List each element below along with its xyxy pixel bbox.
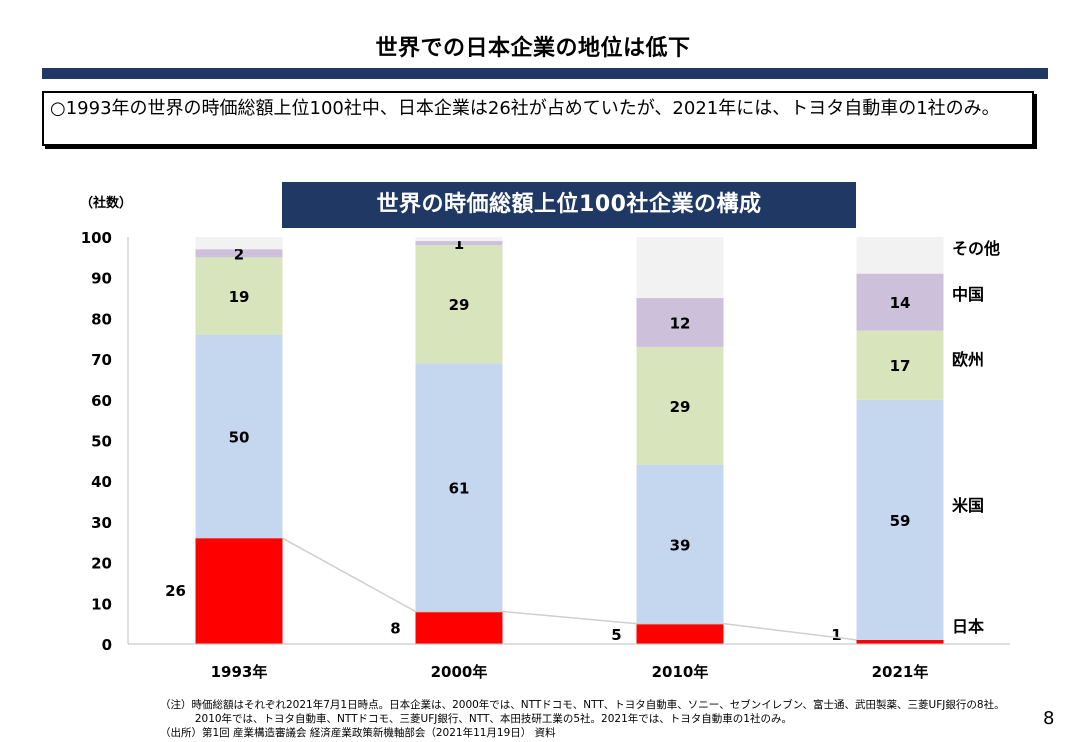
footnote-line: 2010年では、トヨタ自動車、NTTドコモ、三菱UFJ銀行、NTT、本田技研工業… xyxy=(160,713,792,725)
legend-label: 中国 xyxy=(952,285,984,304)
data-label: 29 xyxy=(449,296,470,314)
x-tick-label: 1993年 xyxy=(211,663,268,681)
data-label: 19 xyxy=(229,288,250,306)
data-label: 39 xyxy=(670,536,691,554)
data-label: 12 xyxy=(670,314,691,332)
data-label: 8 xyxy=(390,620,400,638)
x-tick-label: 2000年 xyxy=(431,663,488,681)
data-label: 14 xyxy=(890,294,911,312)
y-tick-label: 0 xyxy=(102,636,112,654)
y-tick-label: 90 xyxy=(91,270,112,288)
chart-title: 世界の時価総額上位100社企業の構成 xyxy=(282,182,856,228)
page-number: 8 xyxy=(1043,708,1055,729)
data-label: 17 xyxy=(890,357,911,375)
bar-segment xyxy=(636,623,724,644)
footnote-line: （注）時価総額はそれぞれ2021年7月1日時点。日本企業は、2000年では、NT… xyxy=(160,699,1005,711)
bar-segment xyxy=(636,298,724,347)
y-tick-label: 10 xyxy=(91,595,112,613)
bar-segment xyxy=(195,538,283,644)
data-label: 1 xyxy=(454,235,464,253)
bar-segment xyxy=(636,464,724,624)
data-label: 1 xyxy=(831,626,841,644)
data-label: 29 xyxy=(670,398,691,416)
bar-segment xyxy=(415,245,503,364)
bar-segment xyxy=(415,363,503,612)
bar-segment xyxy=(415,241,503,246)
bar-segment xyxy=(636,237,724,299)
footnotes: （注）時価総額はそれぞれ2021年7月1日時点。日本企業は、2000年では、NT… xyxy=(160,698,1005,740)
data-label: 26 xyxy=(165,582,186,600)
data-label: 5 xyxy=(611,626,621,644)
bar-segment xyxy=(415,237,503,242)
data-label: 2 xyxy=(234,245,244,263)
bar-segment xyxy=(856,399,944,640)
bar-segment xyxy=(195,334,283,539)
bar-segment xyxy=(856,330,944,400)
y-tick-label: 70 xyxy=(91,351,112,369)
y-tick-label: 50 xyxy=(91,433,112,451)
y-tick-label: 40 xyxy=(91,473,112,491)
y-tick-label: 20 xyxy=(91,555,112,573)
x-tick-label: 2010年 xyxy=(652,663,709,681)
bar-segment xyxy=(195,257,283,335)
data-label: 59 xyxy=(890,512,911,530)
data-label: 50 xyxy=(229,428,250,446)
legend-label: 米国 xyxy=(952,496,984,515)
bar-segment xyxy=(415,611,503,644)
y-tick-label: 60 xyxy=(91,392,112,410)
legend-label: 日本 xyxy=(952,617,984,636)
bar-segment xyxy=(856,237,944,274)
bar-segment xyxy=(195,237,283,250)
legend-label: その他 xyxy=(952,239,1000,258)
y-tick-label: 80 xyxy=(91,310,112,328)
title-rule xyxy=(42,68,1048,79)
y-axis-label: （社数） xyxy=(80,196,133,211)
y-tick-label: 30 xyxy=(91,514,112,532)
summary-box: ○1993年の世界の時価総額上位100社中、日本企業は26社が占めていたが、20… xyxy=(42,91,1034,146)
bar-segment xyxy=(856,273,944,331)
trend-line xyxy=(282,537,857,641)
y-tick-label: 100 xyxy=(81,229,112,247)
bar-segment xyxy=(856,639,944,644)
data-label: 61 xyxy=(449,479,470,497)
x-tick-label: 2021年 xyxy=(872,663,929,681)
bar-segment xyxy=(195,249,283,258)
source-line: （出所）第1回 産業構造審議会 経済産業政策新機軸部会（2021年11月19日）… xyxy=(160,727,556,739)
legend-label: 欧州 xyxy=(952,350,984,369)
page-title: 世界での日本企業の地位は低下 xyxy=(375,36,691,61)
bar-segment xyxy=(636,346,724,465)
